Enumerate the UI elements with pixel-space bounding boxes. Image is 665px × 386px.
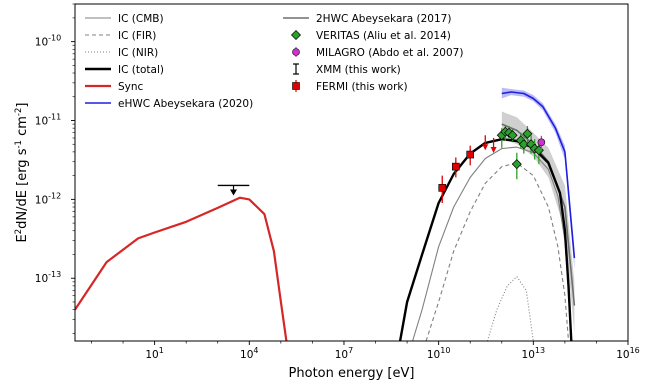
y-tick-label-1: 10-12 xyxy=(35,191,61,206)
x-tick-label-1: 104 xyxy=(240,346,258,361)
legend-entry-ic_nir: IC (NIR) xyxy=(85,47,158,59)
legend-label-ic_fir: IC (FIR) xyxy=(118,30,156,42)
plot-area xyxy=(75,87,576,341)
legend-label-ic_nir: IC (NIR) xyxy=(118,47,158,59)
x-tick-label-3: 1010 xyxy=(427,346,451,361)
legend-entry-milagro: MILAGRO (Abdo et al. 2007) xyxy=(292,47,463,59)
veritas-point-3 xyxy=(507,130,518,141)
y-tick-label-3: 10-10 xyxy=(35,34,61,49)
legend-label-ehwc: eHWC Abeysekara (2020) xyxy=(118,98,253,110)
legend-swatch-veritas xyxy=(291,30,301,40)
legend-label-milagro: MILAGRO (Abdo et al. 2007) xyxy=(316,47,463,59)
legend-swatch-milagro xyxy=(292,48,300,56)
line-ic_nir xyxy=(486,276,534,341)
legend-entry-ic_fir: IC (FIR) xyxy=(85,30,156,42)
legend-entry-veritas: VERITAS (Aliu et al. 2014) xyxy=(291,30,451,42)
veritas-point-7 xyxy=(522,128,533,139)
fermi-upper-limit-arrow-1 xyxy=(490,146,497,153)
legend-entry-hawc2: 2HWC Abeysekara (2017) xyxy=(283,13,451,25)
legend-label-hawc2: 2HWC Abeysekara (2017) xyxy=(316,13,451,25)
legend-entry-ic_cmb: IC (CMB) xyxy=(85,13,164,25)
fermi-point-0 xyxy=(438,184,447,192)
legend: IC (CMB) IC (FIR) IC (NIR) IC (total) Sync eH… xyxy=(85,13,463,110)
y-tick-label-0: 10-13 xyxy=(35,270,61,285)
xmm-upper-limit-arrow xyxy=(230,189,238,196)
milagro-point-0 xyxy=(537,138,546,147)
band-hawc2 xyxy=(501,111,575,334)
legend-label-fermi: FERMI (this work) xyxy=(316,81,408,93)
legend-label-xmm: XMM (this work) xyxy=(316,64,401,76)
axes: 101 104 107 1010 1013 1016 10-13 10-12 10-11 10-1… xyxy=(14,3,640,381)
legend-label-veritas: VERITAS (Aliu et al. 2014) xyxy=(316,30,451,42)
x-tick-label-0: 101 xyxy=(145,346,163,361)
veritas-point-4 xyxy=(511,159,522,170)
x-tick-label-4: 1013 xyxy=(522,346,546,361)
fermi-point-2 xyxy=(466,150,475,159)
y-axis-label: E2​dN/dE [erg s-1​ cm-2​] xyxy=(14,103,30,243)
legend-label-ic_total: IC (total) xyxy=(118,64,164,76)
x-axis-label: Photon energy [eV] xyxy=(289,366,415,381)
y-tick-label-2: 10-11 xyxy=(35,112,61,127)
legend-entry-sync: Sync xyxy=(85,81,144,93)
x-tick-label-5: 1016 xyxy=(616,346,640,361)
legend-entry-fermi: FERMI (this work) xyxy=(292,80,408,93)
line-sync xyxy=(75,196,288,341)
plot-frame xyxy=(74,3,629,342)
legend-label-sync: Sync xyxy=(118,81,144,93)
legend-swatch-fermi xyxy=(292,82,300,90)
legend-label-ic_cmb: IC (CMB) xyxy=(118,13,164,25)
line-ic_cmb xyxy=(412,146,572,341)
x-tick-label-2: 107 xyxy=(335,346,353,361)
legend-entry-xmm: XMM (this work) xyxy=(293,63,401,76)
band-ehwc xyxy=(501,87,575,270)
fermi-upper-limit-arrow-0 xyxy=(482,144,489,151)
line-ehwc xyxy=(501,91,576,259)
legend-entry-ehwc: eHWC Abeysekara (2020) xyxy=(85,98,253,110)
legend-entry-ic_total: IC (total) xyxy=(85,64,164,76)
fermi-point-1 xyxy=(452,162,460,171)
line-ic_fir xyxy=(425,162,570,341)
